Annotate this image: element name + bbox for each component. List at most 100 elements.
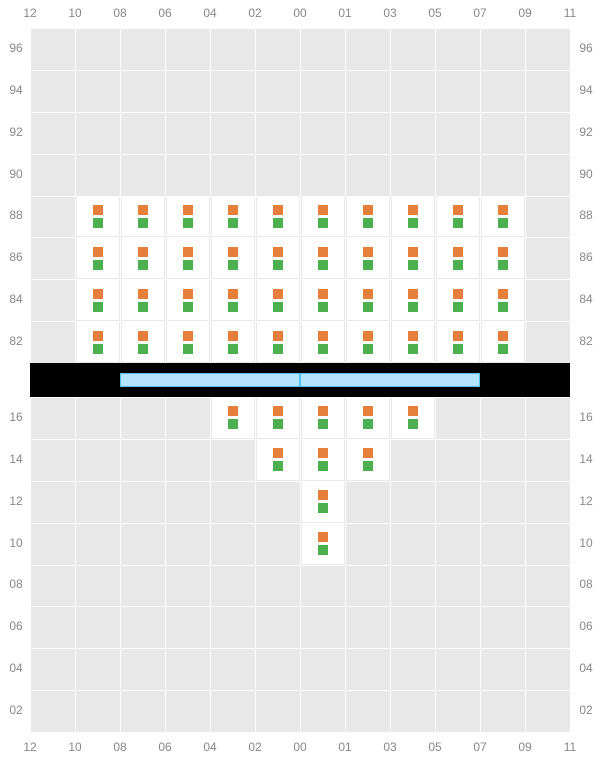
status-dot-orange <box>183 205 193 215</box>
rack-cell[interactable] <box>77 238 119 278</box>
rack-cell[interactable] <box>347 238 389 278</box>
status-dot-green <box>138 218 148 228</box>
rack-cell[interactable] <box>302 482 344 522</box>
status-dot-green <box>363 461 373 471</box>
rack-cell[interactable] <box>257 440 299 480</box>
rack-cell[interactable] <box>212 322 254 362</box>
bottom-panel <box>30 397 570 732</box>
status-dot-green <box>318 461 328 471</box>
grid-h <box>30 523 570 524</box>
rack-cell[interactable] <box>302 196 344 236</box>
rack-cell[interactable] <box>302 440 344 480</box>
rack-cell[interactable] <box>122 280 164 320</box>
rack-cell[interactable] <box>392 196 434 236</box>
rack-cell[interactable] <box>482 196 524 236</box>
col-label-top: 05 <box>413 6 457 20</box>
rack-cell[interactable] <box>77 322 119 362</box>
row-label-right: 92 <box>574 125 598 139</box>
rack-cell[interactable] <box>392 280 434 320</box>
rack-cell[interactable] <box>257 398 299 438</box>
status-dot-green <box>93 302 103 312</box>
blue-bar[interactable] <box>120 373 300 387</box>
rack-cell[interactable] <box>302 322 344 362</box>
status-dot-green <box>228 218 238 228</box>
rack-cell[interactable] <box>167 238 209 278</box>
col-label-top: 00 <box>278 6 322 20</box>
rack-cell[interactable] <box>392 238 434 278</box>
row-label-right: 10 <box>574 536 598 550</box>
status-dot-orange <box>318 490 328 500</box>
rack-cell[interactable] <box>482 238 524 278</box>
row-label-right: 12 <box>574 494 598 508</box>
blue-bar[interactable] <box>300 373 480 387</box>
row-label-left: 10 <box>4 536 28 550</box>
rack-cell[interactable] <box>257 280 299 320</box>
rack-cell[interactable] <box>392 398 434 438</box>
rack-cell[interactable] <box>122 238 164 278</box>
rack-cell[interactable] <box>482 280 524 320</box>
row-label-right: 94 <box>574 83 598 97</box>
rack-cell[interactable] <box>347 196 389 236</box>
rack-cell[interactable] <box>392 322 434 362</box>
rack-cell[interactable] <box>212 238 254 278</box>
rack-cell[interactable] <box>212 196 254 236</box>
grid-h <box>30 690 570 691</box>
col-label-top: 12 <box>8 6 52 20</box>
rack-cell[interactable] <box>437 322 479 362</box>
rack-cell[interactable] <box>302 398 344 438</box>
col-label-bottom: 11 <box>548 740 592 754</box>
rack-cell[interactable] <box>167 280 209 320</box>
rack-cell[interactable] <box>212 280 254 320</box>
rack-cell[interactable] <box>437 280 479 320</box>
status-dot-green <box>408 344 418 354</box>
status-dot-orange <box>453 331 463 341</box>
status-dot-orange <box>453 205 463 215</box>
status-dot-orange <box>408 205 418 215</box>
col-label-top: 06 <box>143 6 187 20</box>
rack-cell[interactable] <box>302 238 344 278</box>
rack-cell[interactable] <box>482 322 524 362</box>
status-dot-orange <box>318 205 328 215</box>
row-label-right: 06 <box>574 619 598 633</box>
status-dot-orange <box>228 247 238 257</box>
rack-cell[interactable] <box>302 280 344 320</box>
col-label-bottom: 12 <box>8 740 52 754</box>
status-dot-orange <box>93 247 103 257</box>
status-dot-orange <box>318 331 328 341</box>
status-dot-orange <box>408 406 418 416</box>
status-dot-green <box>408 260 418 270</box>
status-dot-green <box>228 302 238 312</box>
rack-cell[interactable] <box>257 322 299 362</box>
rack-cell[interactable] <box>302 524 344 564</box>
status-dot-orange <box>498 205 508 215</box>
status-dot-green <box>273 419 283 429</box>
rack-cell[interactable] <box>347 280 389 320</box>
rack-cell[interactable] <box>347 440 389 480</box>
status-dot-green <box>498 344 508 354</box>
rack-cell[interactable] <box>167 322 209 362</box>
row-label-left: 08 <box>4 577 28 591</box>
rack-cell[interactable] <box>347 398 389 438</box>
col-label-bottom: 06 <box>143 740 187 754</box>
col-label-bottom: 03 <box>368 740 412 754</box>
status-dot-green <box>183 218 193 228</box>
status-dot-green <box>183 302 193 312</box>
rack-cell[interactable] <box>437 196 479 236</box>
status-dot-orange <box>93 331 103 341</box>
rack-cell[interactable] <box>347 322 389 362</box>
rack-cell[interactable] <box>122 322 164 362</box>
status-dot-green <box>273 260 283 270</box>
row-label-right: 04 <box>574 661 598 675</box>
rack-cell[interactable] <box>212 398 254 438</box>
rack-cell[interactable] <box>77 280 119 320</box>
rack-cell[interactable] <box>167 196 209 236</box>
status-dot-green <box>408 218 418 228</box>
rack-cell[interactable] <box>437 238 479 278</box>
rack-cell[interactable] <box>122 196 164 236</box>
status-dot-green <box>318 260 328 270</box>
rack-cell[interactable] <box>77 196 119 236</box>
status-dot-orange <box>228 406 238 416</box>
rack-cell[interactable] <box>257 238 299 278</box>
status-dot-orange <box>363 289 373 299</box>
rack-cell[interactable] <box>257 196 299 236</box>
